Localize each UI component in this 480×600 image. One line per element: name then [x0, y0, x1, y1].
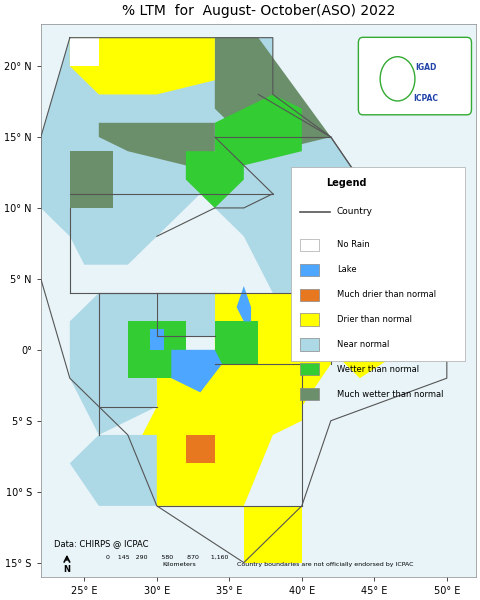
Polygon shape: [41, 38, 273, 265]
FancyBboxPatch shape: [300, 363, 319, 376]
Polygon shape: [302, 322, 331, 350]
Polygon shape: [70, 293, 157, 435]
Text: Data: CHIRPS @ ICPAC: Data: CHIRPS @ ICPAC: [54, 539, 148, 548]
FancyBboxPatch shape: [300, 263, 319, 276]
FancyBboxPatch shape: [300, 338, 319, 350]
Text: Kilometers: Kilometers: [163, 562, 196, 567]
Polygon shape: [186, 151, 244, 208]
Polygon shape: [70, 38, 99, 66]
Polygon shape: [244, 506, 302, 563]
Text: Much wetter than normal: Much wetter than normal: [336, 390, 443, 399]
Polygon shape: [157, 293, 215, 335]
Text: ICPAC: ICPAC: [413, 94, 438, 103]
Polygon shape: [150, 329, 164, 350]
Text: Country: Country: [336, 207, 372, 216]
Polygon shape: [331, 179, 447, 378]
Polygon shape: [70, 435, 157, 506]
FancyBboxPatch shape: [300, 289, 319, 301]
Polygon shape: [215, 94, 302, 166]
FancyBboxPatch shape: [300, 239, 319, 251]
FancyBboxPatch shape: [359, 37, 471, 115]
Text: 0    145   290       580       870      1,160: 0 145 290 580 870 1,160: [106, 555, 228, 560]
Text: Drier than normal: Drier than normal: [336, 315, 412, 324]
Polygon shape: [186, 435, 215, 463]
Polygon shape: [215, 38, 331, 151]
Polygon shape: [99, 123, 215, 166]
Text: IGAD: IGAD: [415, 63, 436, 72]
Text: Much drier than normal: Much drier than normal: [336, 290, 436, 299]
Polygon shape: [215, 322, 258, 364]
Title: % LTM  for  August- October(ASO) 2022: % LTM for August- October(ASO) 2022: [121, 4, 395, 18]
Text: Near normal: Near normal: [336, 340, 389, 349]
Text: Lake: Lake: [336, 265, 356, 274]
Polygon shape: [360, 179, 447, 208]
Polygon shape: [237, 286, 251, 322]
Polygon shape: [128, 322, 186, 378]
Text: No Rain: No Rain: [336, 241, 370, 250]
Polygon shape: [171, 350, 222, 392]
FancyBboxPatch shape: [300, 313, 319, 326]
Text: N: N: [63, 565, 71, 574]
Polygon shape: [70, 38, 215, 94]
Polygon shape: [70, 151, 113, 208]
FancyBboxPatch shape: [300, 388, 319, 400]
Polygon shape: [128, 364, 302, 506]
Polygon shape: [186, 137, 360, 293]
FancyBboxPatch shape: [291, 167, 465, 361]
Circle shape: [380, 56, 415, 101]
Polygon shape: [215, 293, 331, 407]
Text: Legend: Legend: [326, 178, 366, 188]
Text: Wetter than normal: Wetter than normal: [336, 365, 419, 374]
Text: Country boundaries are not officially endorsed by ICPAC: Country boundaries are not officially en…: [237, 562, 413, 567]
